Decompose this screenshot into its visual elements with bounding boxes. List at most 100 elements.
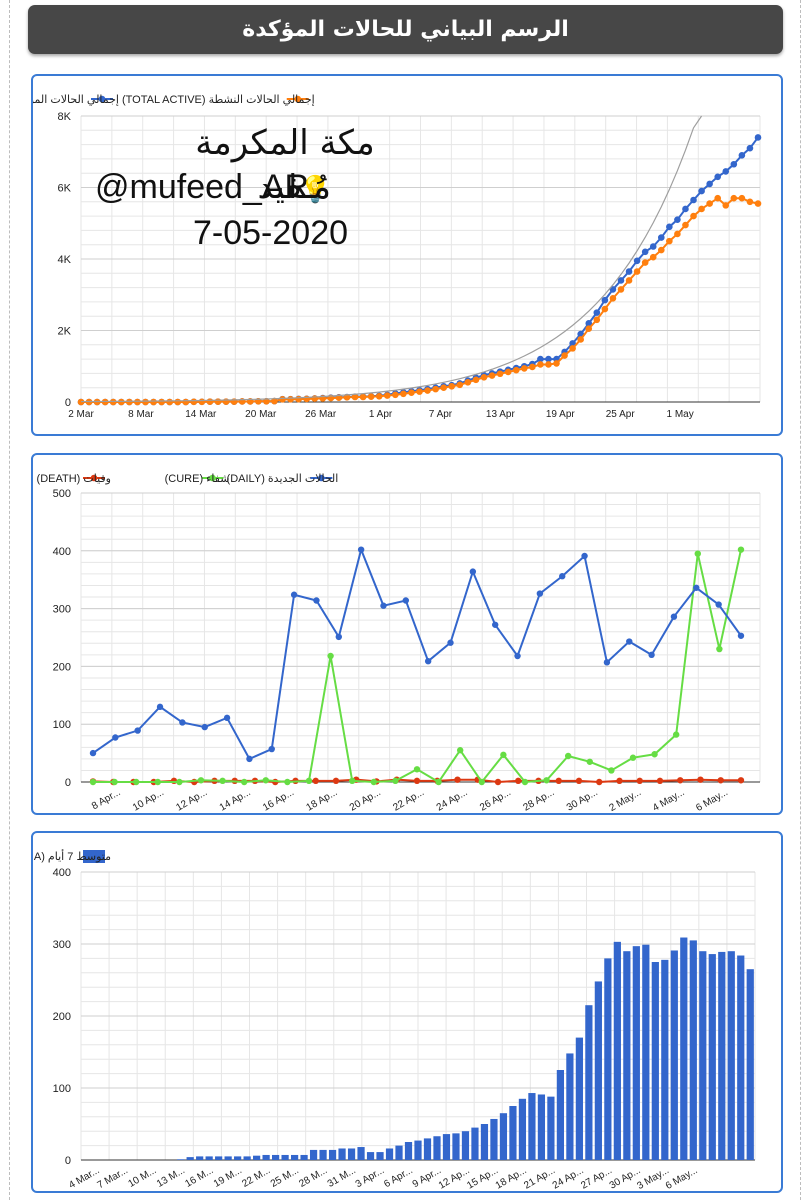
data-point [179,719,186,726]
y-tick-label: 500 [53,488,71,500]
page-title-bar: الرسم البياني للحالات المؤكدة [28,5,783,54]
data-point [472,376,480,384]
bar [404,1142,413,1160]
data-point [262,777,269,784]
x-tick-label: 22 Ap... [391,787,426,813]
data-point [424,387,431,394]
data-point [454,776,461,783]
data-point [480,374,488,381]
data-point [693,584,700,591]
watermark-handle: @mufeed_AR [95,168,309,206]
data-point [670,613,678,620]
data-point [312,777,319,785]
data-point [287,396,294,403]
bar [461,1131,470,1160]
data-point [738,152,746,159]
data-point [730,194,738,202]
data-point [126,398,133,406]
bar [642,944,650,1160]
data-point [581,552,588,560]
data-point [674,216,681,223]
bar [623,951,631,1160]
data-point [456,747,464,754]
data-point [190,398,198,406]
bar [300,1154,308,1160]
data-point [697,776,704,783]
data-point [170,777,178,785]
data-point [166,398,173,406]
series-line [81,196,759,403]
data-point [715,601,722,608]
bar [414,1140,422,1160]
y-tick-label: 0 [65,1155,71,1167]
bar [708,954,716,1160]
data-point [633,257,641,265]
data-point [504,368,512,376]
totals-line-chart: 0 2K 4K 6K 8K 2 Mar 8 Mar 14 Mar 20 Mar 26 Mar 1 A… [33,94,762,420]
bar [727,951,735,1160]
x-tick-label: 19 M... [212,1165,244,1190]
x-tick-label: 30 Ap... [565,787,600,813]
data-point [754,200,762,207]
data-point [586,758,593,765]
bar [670,950,678,1160]
data-point [223,714,231,722]
x-tick-label: 19 Apr [546,409,576,420]
data-point [561,352,568,359]
data-point [555,777,562,785]
y-tick-label: 6K [58,183,72,195]
data-point [633,268,641,275]
y-tick-label: 100 [53,719,71,731]
data-point [117,398,125,406]
data-point [714,194,722,202]
bar [262,1154,270,1160]
data-point [672,731,680,738]
data-point [629,754,637,761]
data-point [263,397,270,405]
data-point [348,777,356,785]
x-tick-label: 1 Apr [369,409,393,420]
bar [376,1152,384,1160]
data-point [206,398,214,405]
data-point [416,388,423,395]
x-tick-label: 10 M... [126,1165,158,1190]
x-tick-label: 18 Ap... [305,787,340,813]
data-point [737,632,745,639]
data-point [641,248,649,256]
data-point [290,591,298,598]
bar [737,955,745,1160]
bar [699,951,707,1160]
data-point [529,363,536,371]
data-point [656,777,664,785]
bar [471,1127,479,1160]
data-point [649,253,657,261]
bar [604,958,612,1160]
bar [480,1124,489,1160]
data-point [246,755,253,763]
x-tick-label: 4 Mar... [67,1165,101,1191]
y-tick-label: 400 [53,546,71,558]
x-tick-label: 12 Ap... [174,787,209,813]
data-point [617,277,625,284]
data-point [500,751,507,759]
bar [196,1156,204,1160]
data-point [543,777,550,784]
data-point [601,296,609,304]
bar [594,981,602,1160]
bar [281,1154,289,1160]
legend-swatch-dot [318,474,325,482]
data-point [651,751,658,758]
data-point [295,395,302,403]
data-point [601,305,609,313]
data-point [596,778,603,786]
data-point [494,778,502,786]
bar [290,1154,299,1160]
data-point [649,243,657,250]
x-tick-label: 10 Ap... [131,787,166,813]
bar [347,1148,356,1160]
data-point [413,777,421,785]
chart-panel-daily: 0 100 200 300 400 500 8 Apr... 10 Ap... 12 Ap...… [31,453,783,815]
data-point [112,734,119,741]
bar [205,1156,213,1160]
x-tick-label: 7 Apr [429,409,453,420]
